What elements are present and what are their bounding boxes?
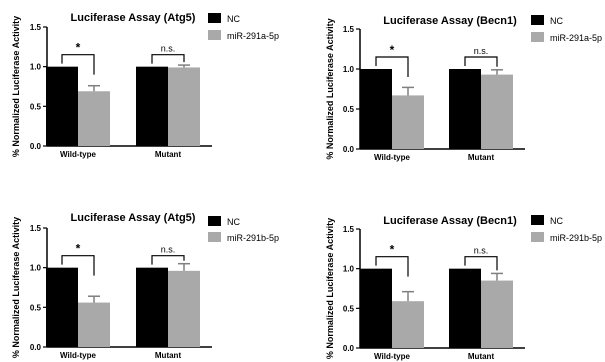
bar-nc-mutant — [449, 268, 481, 348]
significance-bracket — [151, 255, 185, 265]
y-tick-label: 1.0 — [343, 265, 355, 274]
significance-bracket — [464, 56, 498, 67]
bar-nc-mutant — [449, 69, 481, 149]
legend-label: miR-291b-5p — [227, 233, 279, 243]
bar-mir-wild-type — [392, 301, 424, 348]
x-tick-label: Wild-type — [60, 351, 96, 360]
legend-swatch-nc — [208, 216, 221, 226]
chart-title: Luciferase Assay (Becn1) — [383, 15, 517, 27]
y-tick-label: 1.5 — [343, 225, 355, 234]
legend-swatch-mir — [531, 32, 544, 42]
significance-bracket — [61, 255, 95, 276]
legend-swatch-mir — [208, 232, 221, 242]
significance-label: * — [390, 243, 395, 257]
significance-bracket — [151, 54, 185, 64]
significance-bracket — [61, 54, 95, 75]
chart-title: Luciferase Assay (Atg5) — [71, 12, 196, 24]
legend-swatch-mir — [208, 30, 221, 40]
legend-label: miR-291b-5p — [550, 233, 602, 243]
bar-mir-wild-type — [78, 91, 110, 146]
significance-bracket — [464, 256, 498, 271]
legend-swatch-nc — [531, 15, 544, 25]
chart-title: Luciferase Assay (Becn1) — [383, 215, 517, 227]
bar-nc-wild-type — [360, 268, 392, 348]
legend-label: miR-291a-5p — [550, 33, 602, 43]
y-tick-label: 0.0 — [343, 344, 355, 353]
y-axis-label: % Normalized Luciferase Activity — [325, 218, 335, 359]
x-tick-label: Wild-type — [374, 352, 410, 361]
legend-swatch-nc — [531, 215, 544, 225]
x-tick-label: Wild-type — [60, 150, 96, 159]
significance-label: n.s. — [474, 246, 489, 256]
bar-nc-mutant — [136, 66, 168, 146]
y-tick-label: 0.5 — [343, 105, 355, 114]
bar-mir-wild-type — [78, 302, 110, 347]
legend-swatch-mir — [531, 232, 544, 242]
y-tick-label: 0.0 — [30, 343, 42, 352]
chart-panel-3: Luciferase Assay (Atg5) % Normalized Luci… — [11, 212, 279, 360]
bar-mir-mutant — [481, 74, 513, 149]
y-tick-label: 0.5 — [30, 102, 42, 111]
bar-mir-wild-type — [392, 95, 424, 149]
legend-label: miR-291a-5p — [227, 31, 279, 41]
bar-nc-wild-type — [46, 267, 78, 347]
y-tick-label: 0.0 — [30, 142, 42, 151]
significance-bracket — [375, 56, 409, 77]
bar-nc-wild-type — [46, 66, 78, 146]
significance-label: * — [390, 43, 395, 57]
significance-label: n.s. — [474, 46, 489, 56]
y-tick-label: 1.0 — [30, 63, 42, 72]
y-tick-label: 0.5 — [343, 304, 355, 313]
legend-label: NC — [550, 16, 563, 26]
y-tick-label: 1.5 — [343, 25, 355, 34]
y-tick-label: 0.5 — [30, 303, 42, 312]
bar-mir-mutant — [481, 280, 513, 348]
significance-label: n.s. — [161, 245, 176, 255]
significance-bracket — [375, 256, 409, 277]
chart-title: Luciferase Assay (Atg5) — [71, 212, 196, 224]
legend-label: NC — [227, 217, 240, 227]
x-tick-label: Mutant — [468, 153, 495, 162]
x-tick-label: Wild-type — [374, 153, 410, 162]
significance-label: * — [76, 41, 81, 55]
y-tick-label: 1.5 — [30, 23, 42, 32]
chart-panel-4: Luciferase Assay (Becn1) % Normalized Luc… — [325, 215, 602, 361]
x-tick-label: Mutant — [155, 150, 182, 159]
chart-panel-2: Luciferase Assay (Becn1) % Normalized Luc… — [325, 15, 602, 162]
legend-swatch-nc — [208, 13, 221, 23]
significance-label: * — [76, 242, 81, 256]
significance-label: n.s. — [161, 44, 176, 54]
y-tick-label: 1.0 — [343, 65, 355, 74]
chart-panel-1: Luciferase Assay (Atg5) % Normalized Luci… — [11, 12, 279, 159]
bar-mir-mutant — [168, 270, 200, 347]
legend-label: NC — [550, 216, 563, 226]
bar-nc-mutant — [136, 267, 168, 347]
bar-nc-wild-type — [360, 69, 392, 149]
y-axis-label: % Normalized Luciferase Activity — [11, 16, 21, 157]
y-tick-label: 1.5 — [30, 224, 42, 233]
x-tick-label: Mutant — [468, 352, 495, 361]
y-axis-label: % Normalized Luciferase Activity — [11, 217, 21, 358]
y-tick-label: 0.0 — [343, 145, 355, 154]
legend-label: NC — [227, 14, 240, 24]
bar-mir-mutant — [168, 67, 200, 146]
y-axis-label: % Normalized Luciferase Activity — [325, 18, 335, 159]
y-tick-label: 1.0 — [30, 264, 42, 273]
x-tick-label: Mutant — [155, 351, 182, 360]
